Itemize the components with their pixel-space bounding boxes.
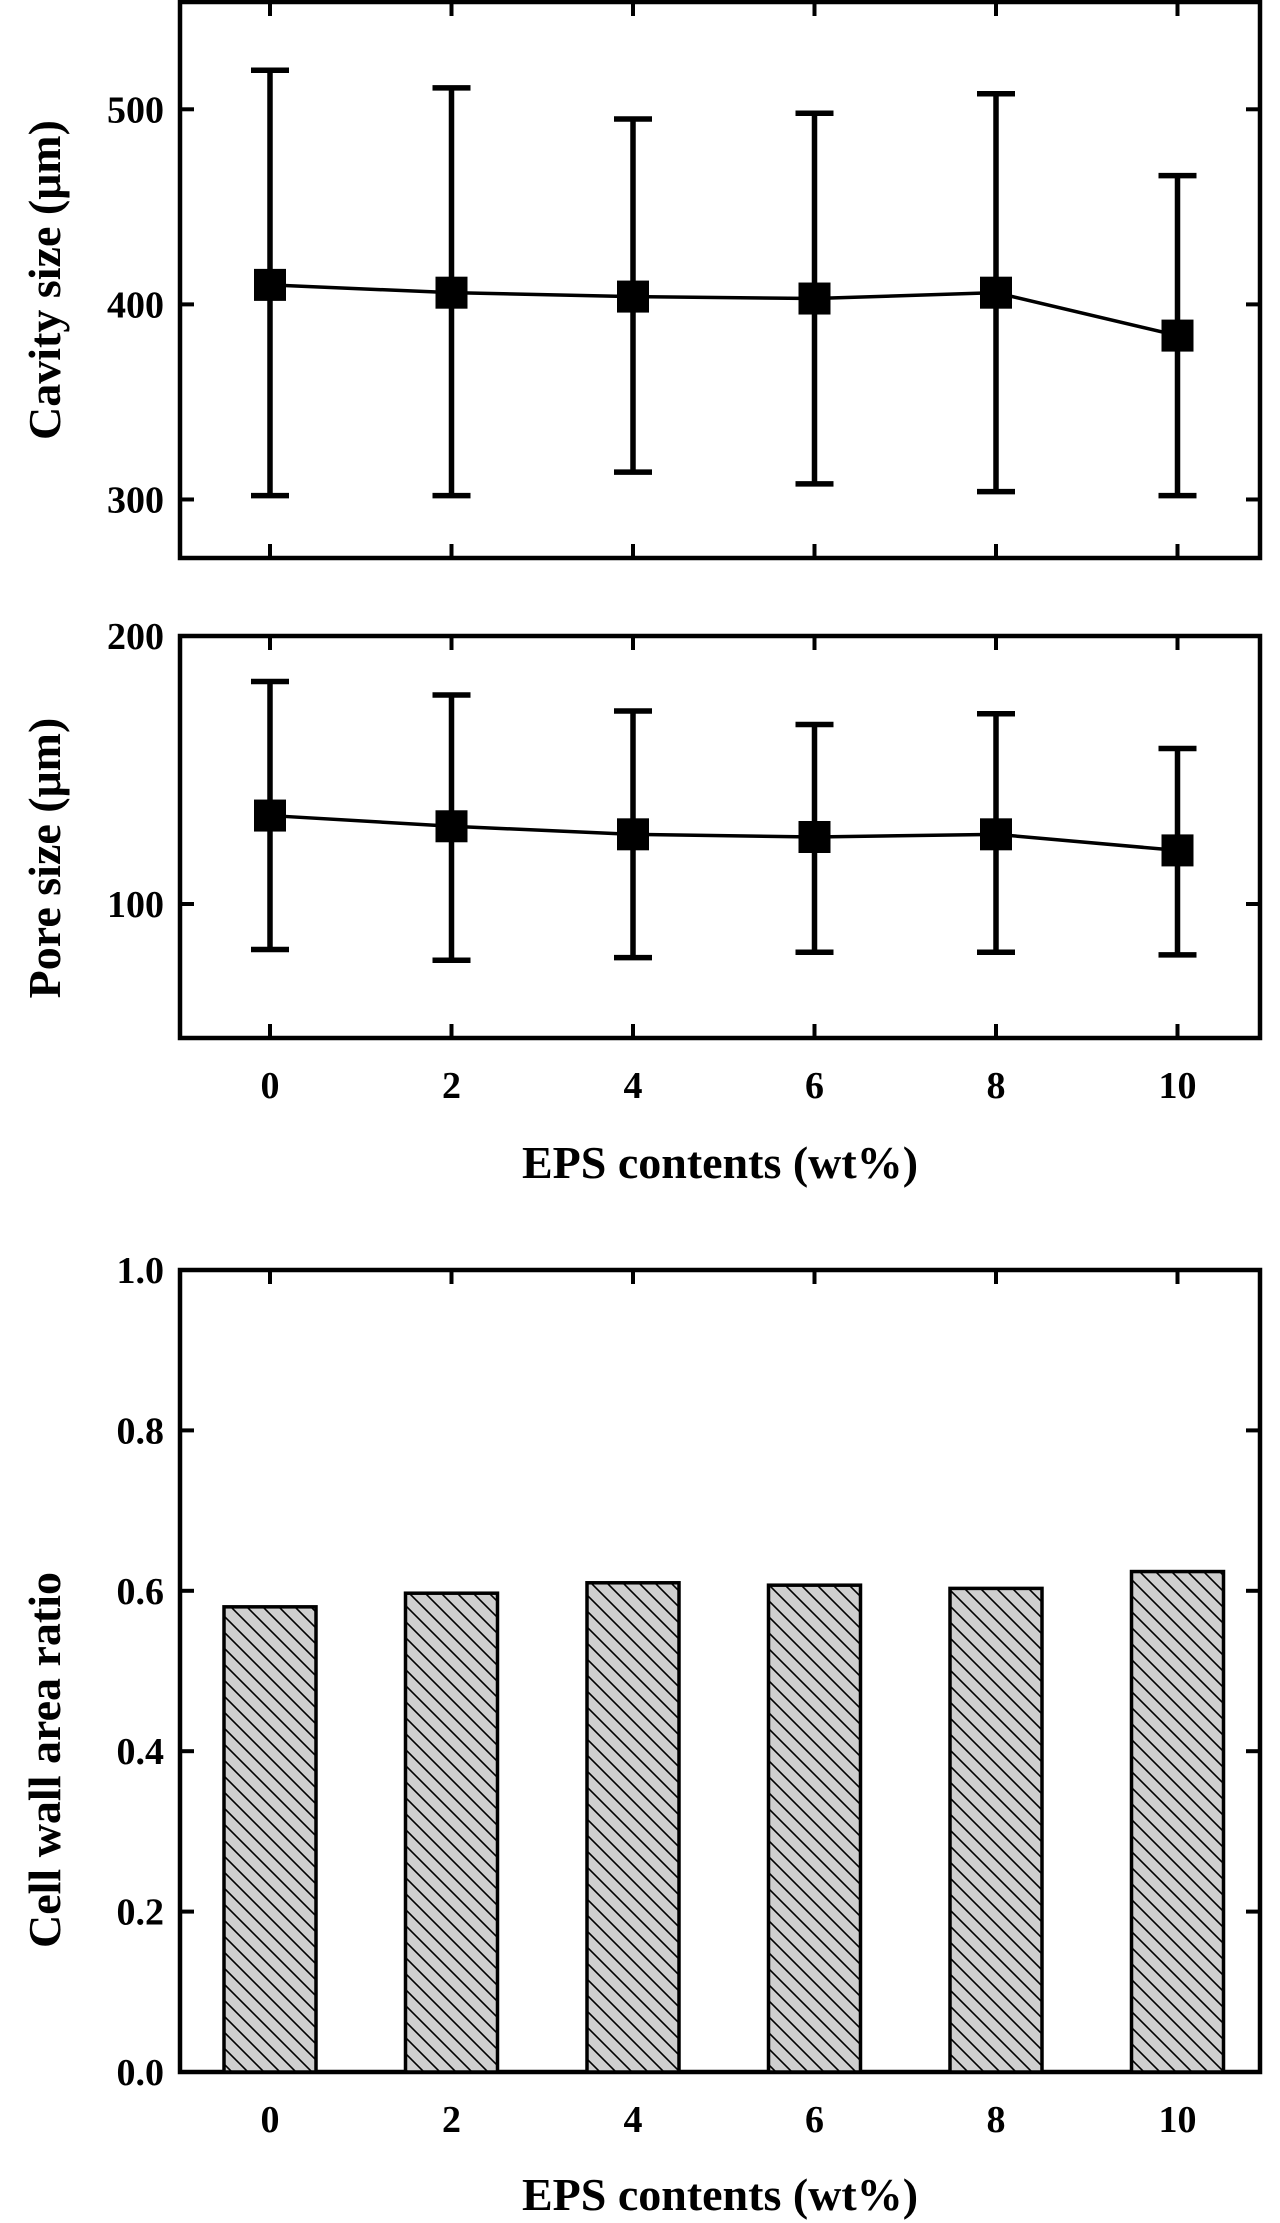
pore-size-data-point [1161,834,1194,867]
cell-wall-bar [585,1581,681,2074]
pore-size-markers [254,799,1194,867]
cell-wall-bar [1129,1569,1226,2074]
pore-size-data-point [617,818,649,851]
cell-wall-y-tick-label: 0.6 [117,1571,165,1613]
pore-size-plot-frame [177,633,1263,1041]
pore-size-data-point [435,810,468,843]
pore-size-panel: 100 200 0 2 4 6 8 10 Pore size (μm) EPS conten… [19,616,1263,1188]
cell-wall-x-axis-title: EPS contents (wt%) [522,2169,918,2220]
cell-wall-x-axis: 0 2 4 6 8 10 [261,1270,1197,2141]
pore-size-x-tick-label: 10 [1159,1065,1197,1107]
pore-size-x-tick-label: 0 [261,1065,280,1107]
cell-wall-y-tick-label: 0.2 [117,1892,165,1934]
cavity-size-data-point [617,280,649,313]
cell-wall-x-tick-label: 0 [261,2099,280,2141]
pore-size-y-tick-label: 100 [107,884,164,926]
cavity-size-data-point [1161,319,1194,352]
pore-size-data-point [980,818,1012,851]
cavity-size-plot-frame [177,0,1263,561]
cell-wall-x-tick-label: 10 [1159,2099,1197,2141]
pore-size-x-axis: 0 2 4 6 8 10 [261,636,1197,1107]
cell-wall-y-tick-label: 0.4 [117,1731,165,1773]
cavity-size-y-tick-label: 500 [107,89,164,131]
cavity-size-data-point [980,276,1012,309]
cavity-size-y-axis-title: Cavity size (μm) [19,120,70,440]
cell-wall-bar [403,1591,500,2074]
cavity-size-x-ticks [268,2,1180,558]
pore-size-data-point [254,799,286,832]
cavity-size-data-point [254,268,286,301]
pore-size-data-point [798,821,831,853]
cell-wall-y-tick-label: 1.0 [117,1250,165,1292]
cell-wall-y-tick-label: 0.0 [117,2052,165,2094]
cavity-size-data-point [798,282,831,315]
pore-size-x-tick-label: 2 [442,1065,461,1107]
cavity-size-markers [254,268,1194,352]
cavity-size-y-tick-label: 300 [107,479,164,521]
cell-wall-x-tick-label: 2 [442,2099,461,2141]
pore-size-y-axis-title: Pore size (μm) [19,718,70,999]
cavity-size-y-axis: 300 400 500 [107,89,1260,521]
cell-wall-panel: 0.0 0.2 0.4 0.6 0.8 1.0 0 2 4 6 8 10 Cell wall are… [19,1250,1263,2220]
cavity-size-data-point [435,276,468,309]
cavity-size-error-bars [251,67,1197,499]
cell-wall-x-tick-label: 8 [987,2099,1006,2141]
pore-size-error-bars [251,678,1197,964]
cell-wall-y-tick-label: 0.8 [117,1410,165,1452]
pore-size-x-tick-label: 8 [987,1065,1006,1107]
cell-wall-bar [948,1586,1044,2074]
cell-wall-plot-frame [177,1267,1263,2075]
cavity-size-y-tick-label: 400 [107,284,164,326]
pore-size-x-tick-label: 4 [624,1065,643,1107]
cavity-size-series-line [269,283,1178,338]
pore-size-y-tick-label: 200 [107,616,164,658]
cell-wall-y-axis: 0.0 0.2 0.4 0.6 0.8 1.0 [117,1250,1260,2094]
pore-size-x-tick-label: 6 [805,1065,824,1107]
cell-wall-bar [766,1583,863,2074]
cell-wall-bar [222,1605,318,2074]
pore-size-x-axis-title: EPS contents (wt%) [522,1137,918,1188]
cell-wall-x-tick-label: 6 [805,2099,824,2141]
pore-size-series-line [269,813,1178,853]
pore-size-y-axis: 100 200 [107,616,1260,926]
cell-wall-y-axis-title: Cell wall area ratio [19,1572,70,1948]
cell-wall-x-tick-label: 4 [624,2099,643,2141]
cavity-size-panel: 300 400 500 Cavity size (μm) [19,0,1263,561]
cell-wall-bars [222,1569,1226,2074]
